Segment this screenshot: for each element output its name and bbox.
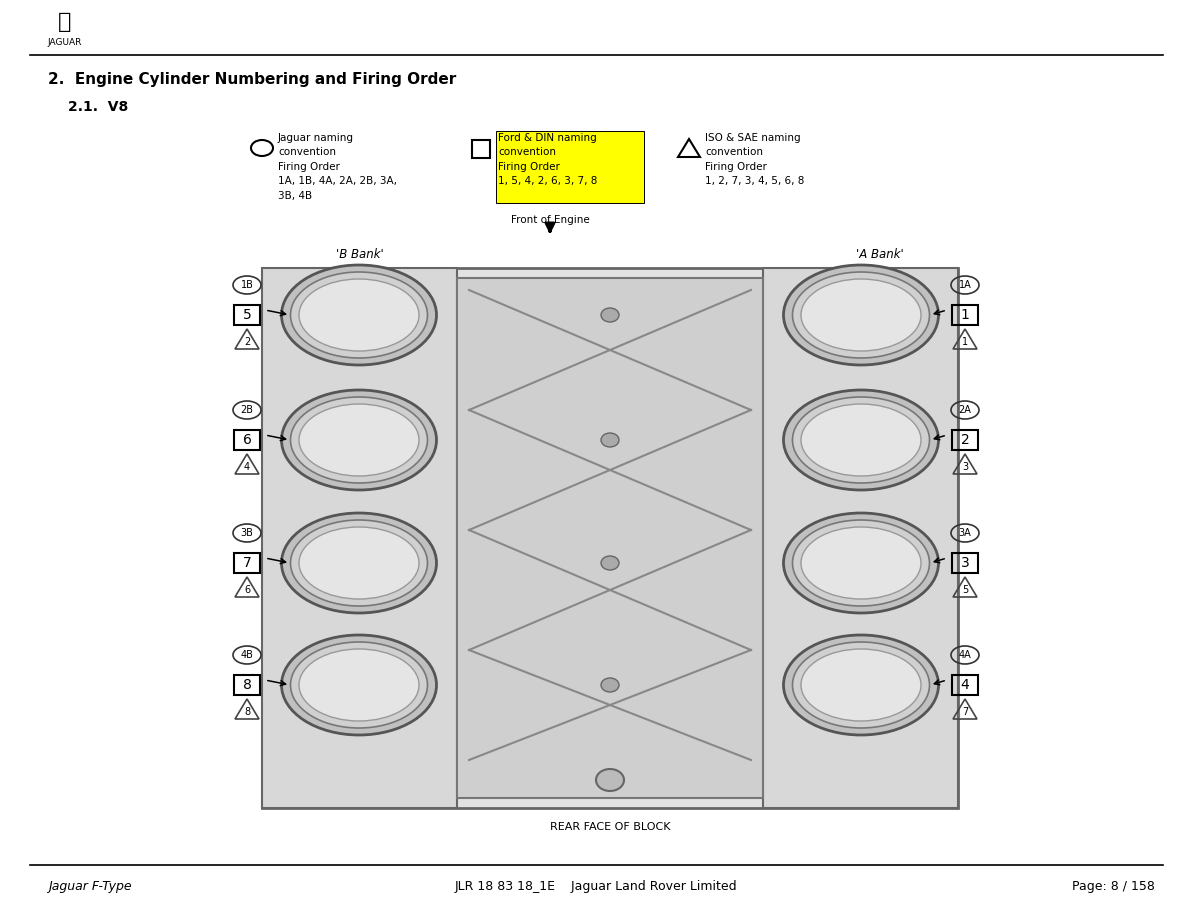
Text: Ford & DIN naming
convention
Firing Order
1, 5, 4, 2, 6, 3, 7, 8: Ford & DIN naming convention Firing Orde… xyxy=(497,133,598,186)
Ellipse shape xyxy=(299,404,419,476)
Text: 'B Bank': 'B Bank' xyxy=(336,248,384,261)
Text: 2: 2 xyxy=(960,433,970,447)
Text: 2B: 2B xyxy=(241,405,253,415)
Text: JAGUAR: JAGUAR xyxy=(48,38,82,47)
Bar xyxy=(952,675,978,695)
Text: 3B: 3B xyxy=(241,528,253,538)
Ellipse shape xyxy=(801,404,921,476)
FancyBboxPatch shape xyxy=(496,131,644,203)
Text: 1A: 1A xyxy=(959,280,971,290)
Bar xyxy=(262,268,457,808)
Ellipse shape xyxy=(784,513,939,613)
Ellipse shape xyxy=(291,397,427,483)
Text: 7: 7 xyxy=(962,707,969,717)
Ellipse shape xyxy=(601,433,619,447)
Text: 3A: 3A xyxy=(959,528,971,538)
Ellipse shape xyxy=(601,678,619,692)
Ellipse shape xyxy=(596,769,624,791)
Ellipse shape xyxy=(784,635,939,735)
Ellipse shape xyxy=(282,390,437,490)
Text: 3: 3 xyxy=(962,462,968,472)
Text: 7: 7 xyxy=(242,556,252,570)
Text: 5: 5 xyxy=(242,308,252,322)
Text: 1: 1 xyxy=(960,308,970,322)
Ellipse shape xyxy=(291,272,427,358)
Bar xyxy=(234,430,260,450)
Ellipse shape xyxy=(299,279,419,351)
Ellipse shape xyxy=(299,527,419,599)
Text: 2: 2 xyxy=(243,337,251,347)
Bar xyxy=(764,268,958,808)
Text: 6: 6 xyxy=(243,585,251,595)
Text: 2A: 2A xyxy=(958,405,971,415)
Text: 1: 1 xyxy=(962,337,968,347)
Bar xyxy=(952,430,978,450)
Bar xyxy=(234,305,260,325)
Text: 8: 8 xyxy=(243,707,251,717)
Text: 2.1.  V8: 2.1. V8 xyxy=(68,100,129,114)
Text: 3: 3 xyxy=(960,556,970,570)
Bar xyxy=(952,553,978,573)
Text: 🐆: 🐆 xyxy=(58,12,72,32)
Text: Jaguar F-Type: Jaguar F-Type xyxy=(48,880,131,893)
Ellipse shape xyxy=(792,397,929,483)
Text: 1B: 1B xyxy=(241,280,253,290)
Text: Page: 8 / 158: Page: 8 / 158 xyxy=(1073,880,1155,893)
Text: JLR 18 83 18_1E    Jaguar Land Rover Limited: JLR 18 83 18_1E Jaguar Land Rover Limite… xyxy=(455,880,737,893)
Text: 6: 6 xyxy=(242,433,252,447)
Ellipse shape xyxy=(792,272,929,358)
Text: Jaguar naming
convention
Firing Order
1A, 1B, 4A, 2A, 2B, 3A,
3B, 4B: Jaguar naming convention Firing Order 1A… xyxy=(278,133,397,200)
Text: 8: 8 xyxy=(242,678,252,692)
Text: Front of Engine: Front of Engine xyxy=(511,215,589,225)
Text: 2.  Engine Cylinder Numbering and Firing Order: 2. Engine Cylinder Numbering and Firing … xyxy=(48,72,456,87)
Ellipse shape xyxy=(801,279,921,351)
Text: ISO & SAE naming
convention
Firing Order
1, 2, 7, 3, 4, 5, 6, 8: ISO & SAE naming convention Firing Order… xyxy=(705,133,804,186)
Ellipse shape xyxy=(299,649,419,721)
Ellipse shape xyxy=(792,642,929,728)
Text: 4: 4 xyxy=(960,678,970,692)
Ellipse shape xyxy=(601,556,619,570)
Text: 'A Bank': 'A Bank' xyxy=(857,248,904,261)
Bar xyxy=(457,278,764,798)
Ellipse shape xyxy=(784,265,939,365)
Ellipse shape xyxy=(282,635,437,735)
Bar xyxy=(234,553,260,573)
Bar xyxy=(472,140,490,158)
Ellipse shape xyxy=(282,513,437,613)
Ellipse shape xyxy=(792,520,929,606)
Ellipse shape xyxy=(801,649,921,721)
Bar xyxy=(952,305,978,325)
Ellipse shape xyxy=(784,390,939,490)
Text: 4A: 4A xyxy=(959,650,971,660)
Bar xyxy=(262,268,958,808)
Ellipse shape xyxy=(291,642,427,728)
Text: 4: 4 xyxy=(243,462,251,472)
Bar xyxy=(234,675,260,695)
Text: 4B: 4B xyxy=(241,650,253,660)
Text: 5: 5 xyxy=(962,585,969,595)
Ellipse shape xyxy=(801,527,921,599)
Ellipse shape xyxy=(282,265,437,365)
Ellipse shape xyxy=(601,308,619,322)
Text: REAR FACE OF BLOCK: REAR FACE OF BLOCK xyxy=(550,822,670,832)
Ellipse shape xyxy=(291,520,427,606)
